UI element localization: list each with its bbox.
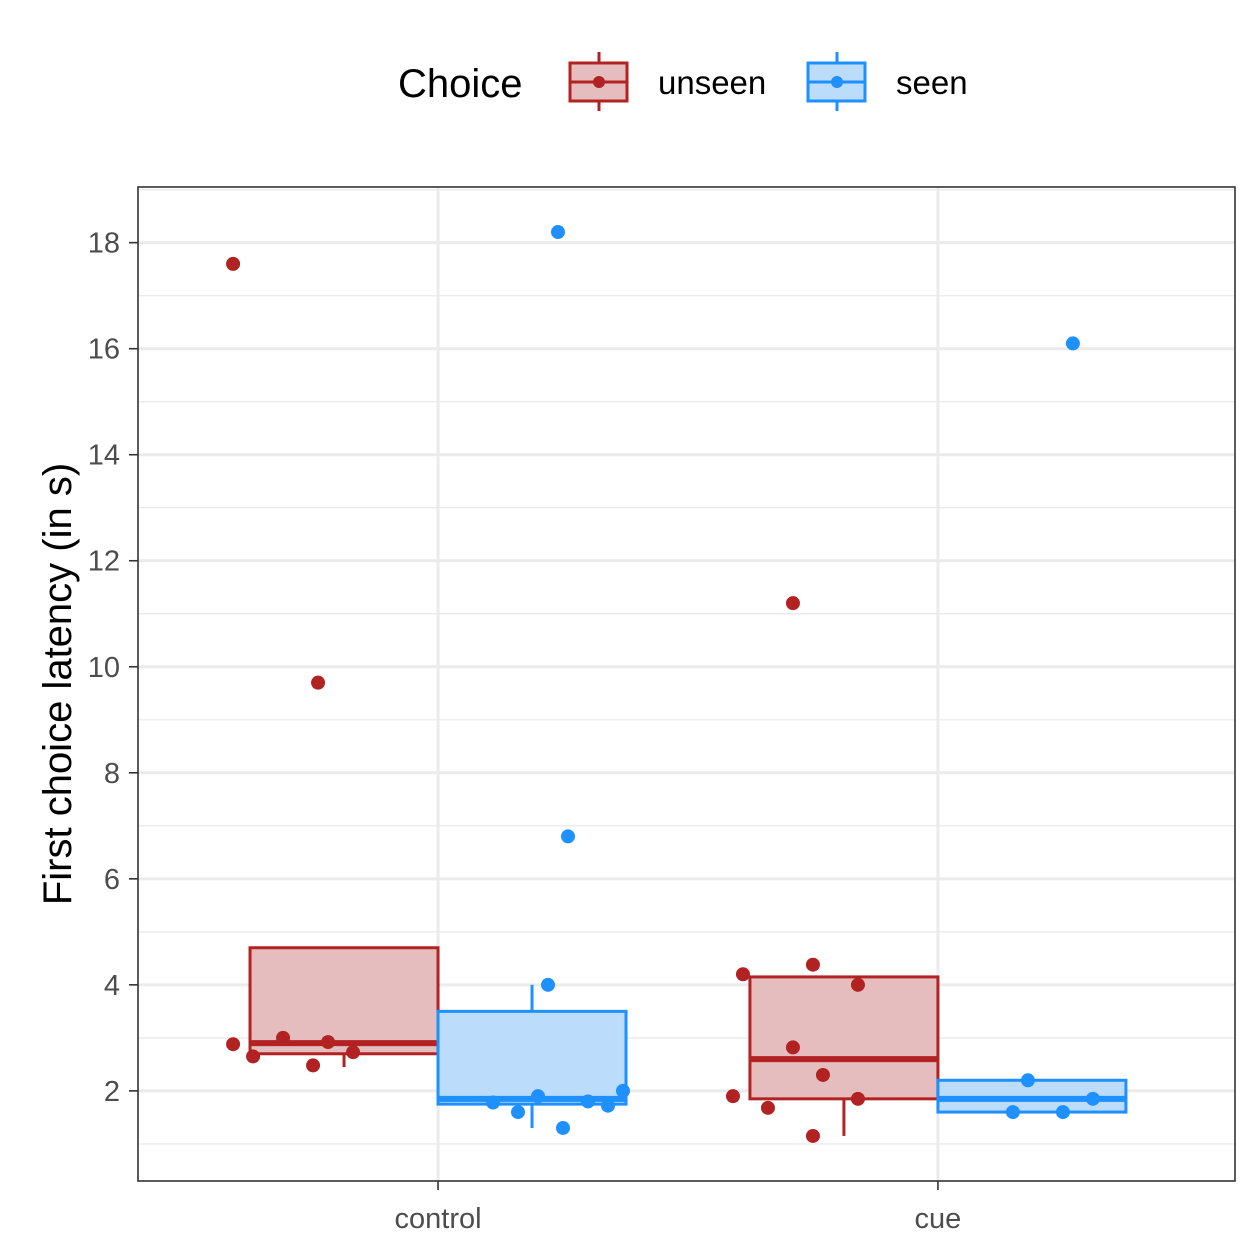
data-point-unseen (805, 1128, 820, 1143)
y-tick-label: 2 (104, 1076, 120, 1108)
data-point-unseen (815, 1067, 830, 1082)
legend-label-unseen: unseen (658, 64, 766, 101)
data-point-unseen (346, 1045, 361, 1060)
data-point-seen (541, 977, 556, 992)
data-point-seen (1005, 1105, 1020, 1120)
x-axis: control cue (395, 1181, 962, 1235)
data-points (226, 225, 1100, 1143)
data-point-unseen (725, 1089, 740, 1104)
data-point-seen (486, 1095, 501, 1110)
y-tick-label: 8 (104, 758, 120, 790)
data-point-unseen (760, 1100, 775, 1115)
panel-border (137, 186, 1236, 1182)
data-point-unseen (850, 1091, 865, 1106)
legend: Choice unseen seen (398, 52, 968, 111)
legend-label-seen: seen (896, 64, 968, 101)
box-unseen-cue (748, 975, 940, 1136)
y-tick-label: 10 (88, 652, 120, 684)
data-point-seen (1065, 336, 1080, 351)
x-tick-label-control: control (395, 1203, 482, 1235)
grid-lines (138, 187, 1235, 1181)
box-iqr (748, 975, 940, 1101)
x-tick-label-cue: cue (915, 1203, 962, 1235)
data-point-unseen (246, 1049, 261, 1064)
legend-key-point (831, 76, 843, 88)
data-point-unseen (226, 256, 241, 271)
data-point-unseen (276, 1030, 291, 1045)
data-point-seen (600, 1098, 615, 1113)
legend-key-seen (806, 52, 867, 111)
y-tick-label: 12 (88, 546, 120, 578)
data-point-seen (511, 1105, 526, 1120)
data-point-seen (531, 1089, 546, 1104)
box-unseen-control (248, 946, 440, 1068)
y-tick-label: 14 (88, 440, 120, 472)
box-iqr (436, 1009, 628, 1106)
data-point-unseen (311, 675, 326, 690)
data-point-seen (561, 829, 576, 844)
data-point-unseen (226, 1037, 241, 1052)
data-point-unseen (785, 596, 800, 611)
data-point-unseen (785, 1040, 800, 1055)
data-point-unseen (850, 977, 865, 992)
y-tick-label: 4 (104, 970, 120, 1002)
legend-title: Choice (398, 62, 523, 106)
data-point-unseen (735, 967, 750, 982)
data-point-unseen (306, 1058, 321, 1073)
data-point-seen (615, 1083, 630, 1098)
data-point-unseen (805, 957, 820, 972)
data-point-seen (1020, 1073, 1035, 1088)
y-tick-label: 6 (104, 864, 120, 896)
data-point-unseen (321, 1035, 336, 1050)
data-point-seen (551, 225, 566, 240)
y-axis: 2 4 6 8 10 12 14 16 18 (88, 228, 138, 1108)
data-point-seen (556, 1120, 571, 1135)
legend-key-unseen (568, 52, 629, 111)
plot-panel (137, 186, 1236, 1182)
boxes (248, 946, 1128, 1136)
y-tick-label: 16 (88, 334, 120, 366)
data-point-seen (1055, 1105, 1070, 1120)
data-point-seen (581, 1094, 596, 1109)
data-point-seen (1085, 1091, 1100, 1106)
legend-key-point (593, 76, 605, 88)
y-axis-title: First choice latency (in s) (36, 463, 80, 905)
y-tick-label: 18 (88, 228, 120, 260)
